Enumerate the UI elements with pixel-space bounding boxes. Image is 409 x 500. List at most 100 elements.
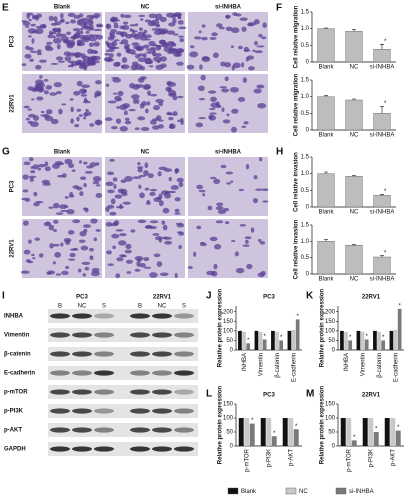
band (130, 313, 150, 319)
cell (82, 117, 87, 120)
cell (194, 36, 202, 40)
bar (351, 440, 357, 446)
cell (29, 58, 34, 62)
cell (262, 200, 269, 203)
cell (72, 219, 81, 224)
cell (138, 184, 142, 189)
y-tick-label: 150 (325, 402, 336, 408)
chart-title: PC3 (263, 393, 275, 399)
bar (340, 330, 344, 350)
cell (75, 62, 84, 66)
cell (132, 45, 142, 50)
significance: * (349, 335, 352, 341)
cell (105, 206, 110, 212)
cell (24, 53, 32, 59)
micrograph (105, 219, 185, 278)
cell (213, 178, 221, 185)
x-tick-label: INHBA (242, 353, 248, 371)
cell (113, 184, 117, 190)
band (152, 313, 172, 319)
cell (76, 41, 82, 47)
x-tick-label: Blank (318, 210, 334, 216)
x-tick-label: Blank (318, 277, 334, 283)
cell (95, 80, 102, 85)
bar (282, 418, 288, 446)
cell (119, 203, 123, 210)
cell (90, 271, 100, 277)
cell (78, 160, 83, 164)
band (94, 446, 114, 452)
y-axis-label: Cell relative invasion (294, 219, 300, 279)
cell (149, 120, 157, 125)
band (50, 370, 70, 376)
band (50, 332, 70, 338)
cell (52, 243, 60, 247)
cell (167, 190, 177, 194)
cell (246, 263, 253, 270)
cell (60, 33, 67, 37)
cell (75, 54, 80, 58)
cell (163, 168, 173, 172)
cell (254, 50, 263, 54)
row-label: PC3 (10, 35, 16, 47)
y-tick-label: 0.5 (301, 188, 310, 194)
bar (373, 432, 379, 446)
error-bar (352, 244, 356, 246)
cell (84, 170, 93, 174)
cell (111, 77, 120, 80)
cell (131, 29, 136, 34)
cell (125, 259, 133, 264)
cell (139, 103, 145, 109)
cell (82, 207, 88, 211)
cell (25, 25, 30, 28)
cell (106, 171, 115, 176)
cell (93, 51, 99, 54)
cell (216, 202, 224, 206)
cell (224, 62, 232, 68)
y-tick-label: 50 (226, 430, 233, 436)
x-tick-label: p-mTOR (245, 448, 251, 472)
bar (389, 330, 394, 350)
cell (166, 40, 176, 47)
band (152, 351, 172, 357)
cell (153, 105, 160, 111)
error-bar (324, 95, 328, 97)
x-tick-label: INHBA (344, 353, 350, 371)
cell (170, 185, 179, 190)
cell (174, 272, 178, 279)
bar (238, 330, 242, 350)
cell (80, 94, 88, 97)
band (174, 427, 194, 433)
cell (91, 60, 100, 64)
cell (159, 16, 167, 23)
band (94, 370, 114, 376)
cell (150, 46, 154, 51)
bar (317, 173, 335, 208)
bar (317, 28, 335, 63)
y-tick-label: 0 (306, 128, 310, 134)
cell (78, 114, 83, 117)
cell (151, 28, 161, 31)
cell (76, 39, 84, 43)
cell (239, 17, 248, 21)
y-tick-label: 100 (325, 328, 336, 334)
cell (115, 61, 121, 67)
cell (66, 209, 75, 215)
panel-label: H (276, 147, 283, 158)
bar (249, 423, 255, 446)
cell (110, 16, 117, 23)
bar (340, 418, 346, 446)
cell (241, 26, 247, 32)
bar (279, 340, 284, 350)
cell (111, 233, 120, 239)
y-tick-label: 0.5 (301, 111, 310, 117)
cell (88, 42, 94, 47)
y-tick-label: 200 (223, 309, 234, 315)
cell (28, 157, 34, 162)
cell (226, 182, 232, 185)
cell (95, 229, 101, 232)
cell (49, 92, 58, 96)
cell (261, 36, 267, 40)
cell (186, 64, 195, 70)
cell (27, 86, 35, 91)
